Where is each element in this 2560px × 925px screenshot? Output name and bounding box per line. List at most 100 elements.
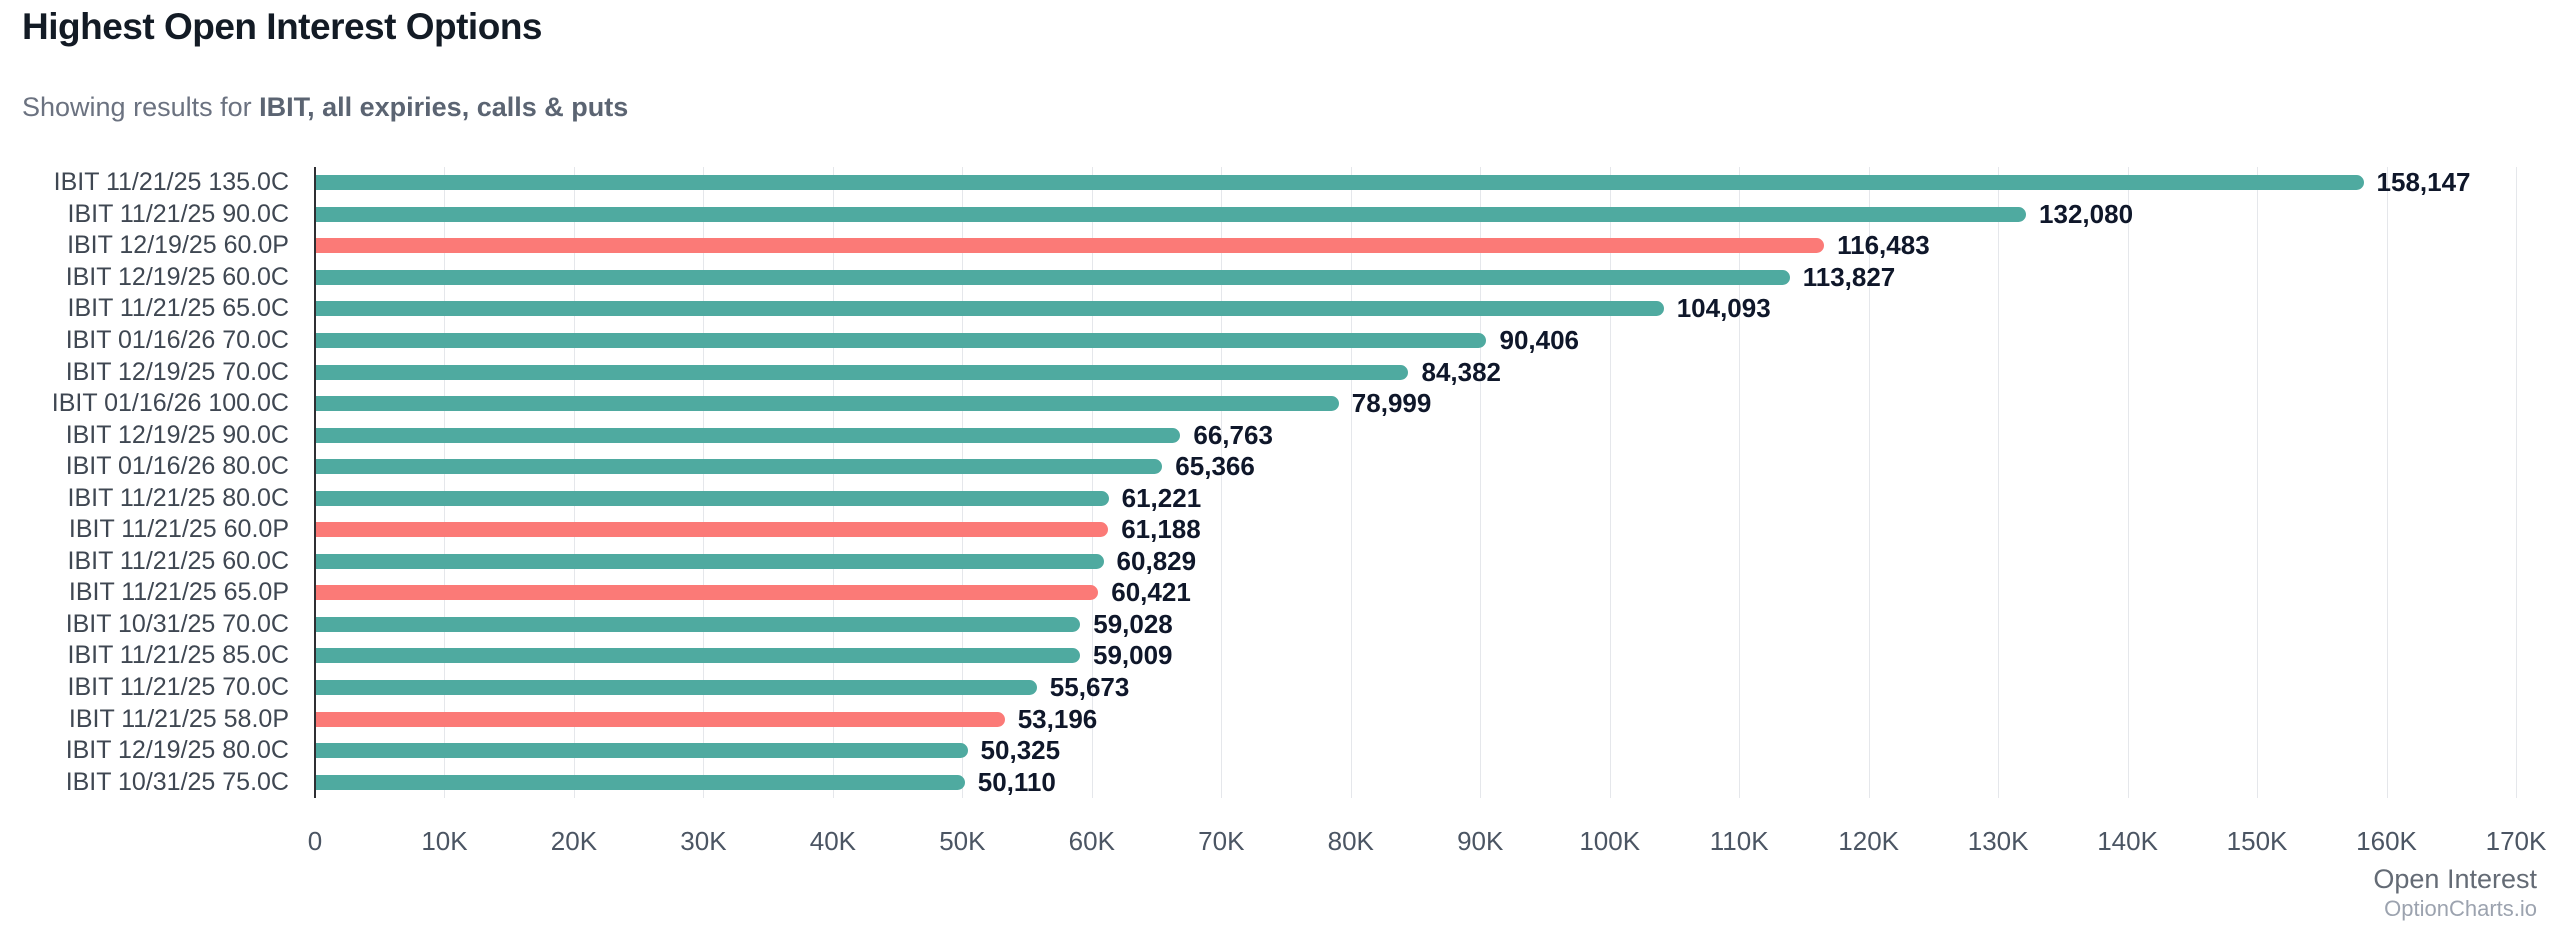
option-contract-label: IBIT 11/21/25 85.0C [67,641,289,670]
chart-rows: IBIT 11/21/25 135.0C 158,147 IBIT 11/21/25… [0,167,2560,798]
bar-track: 104,093 [316,293,2517,324]
bar-row: IBIT 10/31/25 70.0C 59,028 [0,609,2560,641]
bar-value-label: 60,829 [1116,545,1197,576]
bar-track: 61,221 [316,483,2517,514]
call-open-interest-bar[interactable] [316,553,1104,569]
option-contract-label: IBIT 11/21/25 60.0C [67,546,289,575]
call-open-interest-bar[interactable] [316,364,1409,380]
call-open-interest-bar[interactable] [316,774,965,790]
x-axis-tick-label: 20K [550,826,598,856]
bar-track: 60,829 [316,546,2517,577]
put-open-interest-bar[interactable] [316,585,1099,601]
bar-value-label: 90,406 [1499,325,1580,355]
call-open-interest-bar[interactable] [316,175,2364,191]
bar-row: IBIT 11/21/25 85.0C 59,009 [0,640,2560,672]
x-axis-tick-label: 170K [2485,826,2547,856]
results-summary-prefix: Showing results for [22,92,260,122]
bar-value-label: 59,009 [1092,640,1173,671]
bar-row: IBIT 12/19/25 90.0C 66,763 [0,419,2560,451]
bar-value-label: 84,382 [1421,356,1502,387]
gridline [2386,167,2388,798]
x-axis-title: Open Interest [2373,864,2537,894]
x-axis-tick-label: 120K [1838,826,1900,856]
x-axis-tick-label: 50K [939,826,986,856]
gridline [832,167,834,798]
bar-value-label: 113,827 [1802,261,1896,292]
bar-track: 78,999 [316,388,2517,419]
x-axis-tick-label: 60K [1068,826,1115,856]
bar-row: IBIT 12/19/25 70.0C 84,382 [0,356,2560,388]
put-open-interest-bar[interactable] [316,238,1825,254]
bar-value-label: 78,999 [1351,388,1432,419]
call-open-interest-bar[interactable] [316,269,1790,285]
call-open-interest-bar[interactable] [316,490,1109,506]
x-axis: 0 10K 20K 30K 40K 50K 60K 70K 80K 90K 100K 110K 120K… [308,826,2547,862]
gridline [1350,167,1352,798]
call-open-interest-bar[interactable] [316,648,1080,664]
gridline [573,167,575,798]
x-axis-tick-label: 130K [1967,826,2029,856]
option-contract-label: IBIT 12/19/25 80.0C [65,736,289,765]
bar-row: IBIT 01/16/26 70.0C 90,406 [0,325,2560,357]
put-open-interest-bar[interactable] [316,711,1005,727]
bar-value-label: 132,080 [2039,198,2134,229]
bar-row: IBIT 12/19/25 60.0P 116,483 [0,230,2560,262]
bar-track: 60,421 [316,577,2517,608]
call-open-interest-bar[interactable] [316,743,968,759]
bar-value-label: 61,188 [1121,514,1201,545]
bar-value-label: 50,110 [977,766,1056,797]
option-contract-label: IBIT 12/19/25 60.0C [65,262,289,291]
option-contract-label: IBIT 01/16/26 100.0C [51,389,289,418]
bar-track: 116,483 [316,230,2517,261]
bar-value-label: 53,196 [1017,703,1098,734]
gridline [2257,167,2259,798]
call-open-interest-bar[interactable] [316,333,1487,348]
call-open-interest-bar[interactable] [316,616,1081,632]
x-axis-tick-label: 40K [809,826,857,856]
call-open-interest-bar[interactable] [316,206,2027,222]
bar-track: 113,827 [316,262,2517,293]
call-open-interest-bar[interactable] [316,301,1664,317]
option-contract-label: IBIT 11/21/25 70.0C [67,673,289,702]
bar-track: 132,080 [316,199,2517,230]
bar-track: 66,763 [316,420,2517,451]
call-open-interest-bar[interactable] [316,427,1181,443]
x-axis-tick-label: 30K [680,826,727,856]
bar-track: 84,382 [316,357,2517,388]
bar-value-label: 65,366 [1175,451,1255,482]
bar-value-label: 59,028 [1093,608,1173,639]
option-contract-label: IBIT 12/19/25 60.0P [67,231,289,260]
bar-row: IBIT 11/21/25 80.0C 61,221 [0,482,2560,514]
gridline [444,167,446,798]
bar-row: IBIT 11/21/25 90.0C 132,080 [0,199,2560,231]
x-axis-tick-label: 110K [1709,826,1769,856]
bar-value-label: 66,763 [1193,419,1273,450]
x-axis-tick-label: 100K [1579,826,1641,856]
gridline [1480,167,1482,798]
bar-track: 53,196 [316,704,2517,735]
option-contract-label: IBIT 10/31/25 75.0C [65,767,289,796]
option-contract-label: IBIT 11/21/25 80.0C [67,483,289,512]
bar-track: 61,188 [316,514,2517,545]
put-open-interest-bar[interactable] [316,522,1109,538]
results-summary-filters: IBIT, all expiries, calls & puts [259,92,629,122]
bar-value-label: 116,483 [1837,230,1930,261]
call-open-interest-bar[interactable] [316,459,1163,475]
option-contract-label: IBIT 10/31/25 70.0C [65,609,289,638]
open-interest-bar-chart: IBIT 11/21/25 135.0C 158,147 IBIT 11/21/25… [0,167,2560,925]
gridline [1221,167,1223,798]
bar-value-label: 55,673 [1049,672,1130,703]
bar-value-label: 61,221 [1121,482,1202,513]
gridline [1091,167,1093,798]
bar-row: IBIT 11/21/25 58.0P 53,196 [0,703,2560,735]
gridline [2127,167,2129,798]
bar-row: IBIT 12/19/25 80.0C 50,325 [0,735,2560,767]
bar-track: 158,147 [316,167,2517,198]
call-open-interest-bar[interactable] [316,396,1339,412]
bar-track: 50,110 [316,767,2517,798]
bar-row: IBIT 01/16/26 80.0C 65,366 [0,451,2560,483]
x-axis-tick-label: 10K [421,826,468,856]
option-contract-label: IBIT 12/19/25 90.0C [65,420,289,449]
call-open-interest-bar[interactable] [316,680,1037,696]
